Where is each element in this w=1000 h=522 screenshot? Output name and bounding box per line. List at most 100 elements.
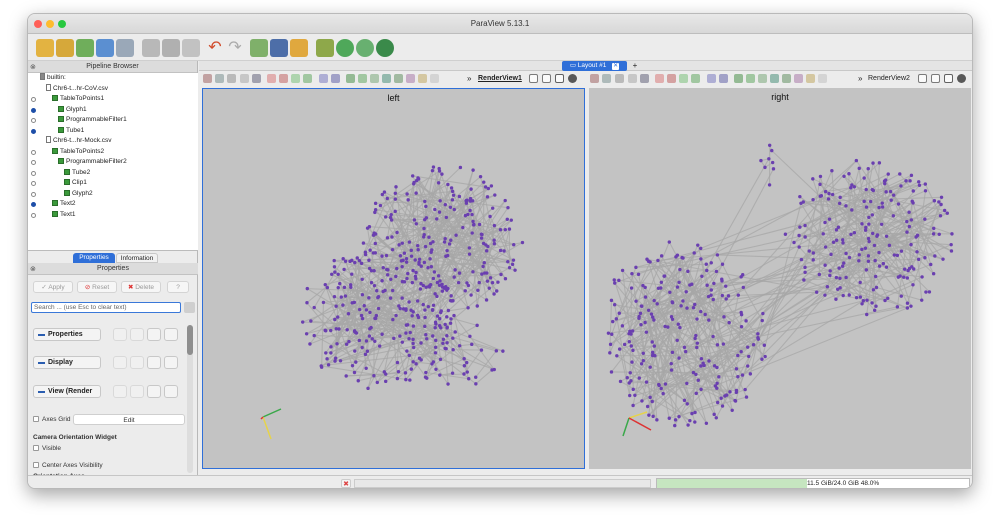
pipeline-item-tabletopoints2[interactable]: TableToPoints2 [28,147,198,158]
save-data-icon[interactable] [76,39,94,57]
close-window-button[interactable] [34,20,42,28]
copy-icon[interactable] [113,356,127,369]
grow-selection-icon[interactable] [806,74,815,83]
reset-button[interactable]: ⊘ Reset [77,281,117,293]
plus-x-icon[interactable] [655,74,664,83]
rotate-90-icon[interactable] [319,74,328,83]
interactive-select-icon[interactable] [782,74,791,83]
pipeline-item-tube1[interactable]: Tube1 [28,126,198,137]
save-state-icon[interactable] [142,39,160,57]
more-tools-icon[interactable]: » [858,74,863,83]
visibility-eye-icon[interactable] [31,202,36,207]
delete-button[interactable]: ✖ Delete [121,281,161,293]
visibility-eye-icon[interactable] [31,191,36,197]
pipeline-item-glyph1[interactable]: Glyph1 [28,105,198,116]
visibility-eye-icon[interactable] [31,97,36,102]
reset-camera-icon[interactable] [203,74,212,83]
zoom-box-icon[interactable] [615,74,624,83]
hover-points-icon[interactable] [406,74,415,83]
zoom-window-button[interactable] [58,20,66,28]
hover-points-icon[interactable] [794,74,803,83]
camera-link-icon[interactable] [250,39,268,57]
tab-information[interactable]: Information [116,253,158,263]
split-vertical-icon[interactable] [542,74,551,83]
scrollbar-thumb[interactable] [187,325,193,355]
plus-x-icon[interactable] [267,74,276,83]
copy-icon[interactable] [113,328,127,341]
close-dock-icon[interactable]: ⊗ [30,266,36,273]
zoom-data-icon[interactable] [215,74,224,83]
pipeline-item-builtin[interactable]: builtin: [28,73,198,84]
visibility-eye-icon[interactable] [31,149,36,155]
select-points-icon[interactable] [358,74,367,83]
redo-icon[interactable]: ↷ [228,39,242,56]
visibility-eye-icon[interactable] [31,170,36,176]
axes-grid-checkbox[interactable] [33,416,39,422]
tab-layout-1[interactable]: ▭ Layout #1 ✕ [562,61,627,71]
paste-icon[interactable] [130,328,144,341]
find-data-icon[interactable] [270,39,288,57]
visible-checkbox[interactable] [33,445,39,451]
maximize-icon[interactable] [944,74,953,83]
open-folder-icon[interactable] [56,39,74,57]
rotate-90-icon[interactable] [707,74,716,83]
clear-selection-icon[interactable] [818,74,827,83]
visibility-eye-icon[interactable] [31,118,36,123]
select-polygon-icon[interactable] [382,74,391,83]
toggle-3d-icon[interactable] [628,74,637,83]
zoom-selection-icon[interactable] [252,74,261,83]
load-state-icon[interactable] [162,39,180,57]
pipeline-item-text1[interactable]: Text1 [28,210,198,221]
minus-y-icon[interactable] [691,74,700,83]
properties-scrollbar[interactable] [187,325,193,473]
memory-bar[interactable]: 11.5 GiB/24.0 GiB 48.0% [656,478,970,488]
select-cells-icon[interactable] [734,74,743,83]
save-defaults-icon[interactable] [164,328,178,341]
paste-icon[interactable] [130,356,144,369]
render-view2-label[interactable]: RenderView2 [868,75,910,82]
pipeline-item-glyph2[interactable]: Glyph2 [28,189,198,200]
pipeline-item-programmablefilter2[interactable]: ProgrammableFilter2 [28,157,198,168]
restore-icon[interactable] [147,385,161,398]
more-tools-icon[interactable]: » [467,74,472,83]
search-input[interactable]: Search ... (use Esc to clear text) [31,302,181,313]
edit-button[interactable]: Edit [73,414,185,425]
pipeline-item-clip1[interactable]: Clip1 [28,178,198,189]
pipeline-item-text2[interactable]: Text2 [28,199,198,210]
pipeline-item-programmablefilter1[interactable]: ProgrammableFilter1 [28,115,198,126]
select-cells-icon[interactable] [346,74,355,83]
grow-selection-icon[interactable] [418,74,427,83]
clear-selection-icon[interactable] [430,74,439,83]
select-frustum-icon[interactable] [370,74,379,83]
visibility-eye-icon[interactable] [31,107,36,113]
clock-icon[interactable] [182,39,200,57]
split-horizontal-icon[interactable] [918,74,927,83]
select-polygon-icon[interactable] [770,74,779,83]
plus-y-icon[interactable] [291,74,300,83]
minus-x-icon[interactable] [667,74,676,83]
restore-icon[interactable] [147,328,161,341]
search-options-button[interactable] [184,302,195,313]
split-vertical-icon[interactable] [931,74,940,83]
add-layout-button[interactable]: + [632,61,638,70]
minimize-window-button[interactable] [46,20,54,28]
restore-icon[interactable] [147,356,161,369]
close-dock-icon[interactable]: ⊗ [30,64,36,71]
properties-toggle-button[interactable]: Properties [33,328,101,341]
render-view-left[interactable]: left [202,88,585,469]
pick-center-icon[interactable] [316,39,334,57]
interactive-select-icon[interactable] [394,74,403,83]
display-toggle-button[interactable]: Display [33,356,101,369]
rotate-center-icon[interactable] [376,39,394,57]
rotate-minus-90-icon[interactable] [719,74,728,83]
plus-y-icon[interactable] [679,74,688,83]
apply-button[interactable]: ✓ Apply [33,281,73,293]
visibility-eye-icon[interactable] [31,181,36,186]
stop-icon[interactable]: ✖ [341,479,351,488]
close-view-icon[interactable] [568,74,577,83]
open-file-icon[interactable] [36,39,54,57]
select-frustum-icon[interactable] [758,74,767,83]
reset-center-icon[interactable] [336,39,354,57]
disconnect-icon[interactable] [116,39,134,57]
paste-icon[interactable] [130,385,144,398]
